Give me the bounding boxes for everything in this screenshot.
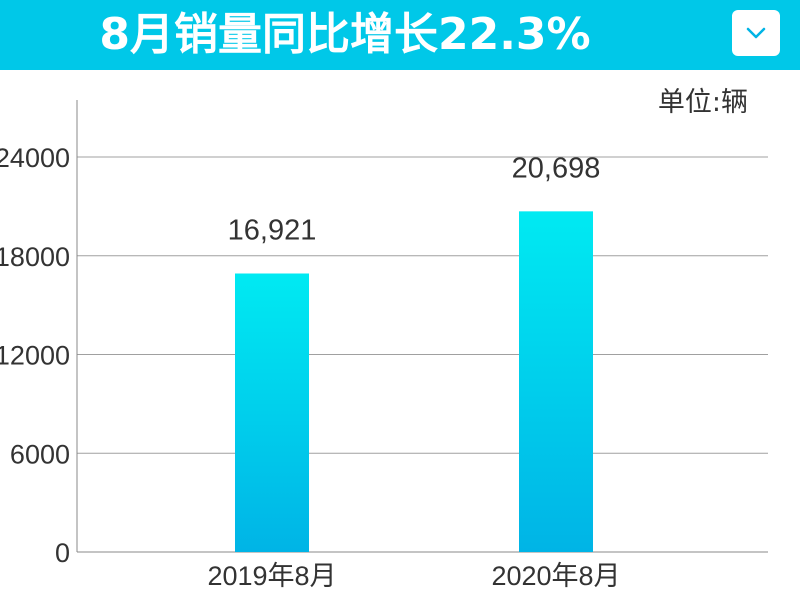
y-tick-label: 0 xyxy=(55,538,70,568)
chart-title: 8月销量同比增长22.3% xyxy=(99,9,591,60)
x-tick-label: 2019年8月 xyxy=(207,561,336,591)
y-tick-label: 18000 xyxy=(0,242,70,272)
gridlines xyxy=(77,156,768,454)
y-tick-label: 6000 xyxy=(10,439,70,469)
x-tick-label: 2020年8月 xyxy=(491,561,620,591)
chevron-down-icon xyxy=(746,27,766,39)
dropdown-button[interactable] xyxy=(732,10,780,56)
bar xyxy=(519,211,593,553)
data-label: 16,921 xyxy=(228,215,317,247)
y-tick-label: 12000 xyxy=(0,341,70,371)
data-label: 20,698 xyxy=(512,152,601,184)
title-banner: 8月销量同比增长22.3% xyxy=(0,0,800,70)
axes xyxy=(76,100,768,553)
unit-label: 单位:辆 xyxy=(657,87,748,118)
bars xyxy=(235,211,593,553)
labels: 0 6000 12000 18000 24000 16,921 2019年8月 20,698 2… xyxy=(0,143,621,591)
bar xyxy=(235,273,309,552)
y-tick-label: 24000 xyxy=(0,143,70,173)
